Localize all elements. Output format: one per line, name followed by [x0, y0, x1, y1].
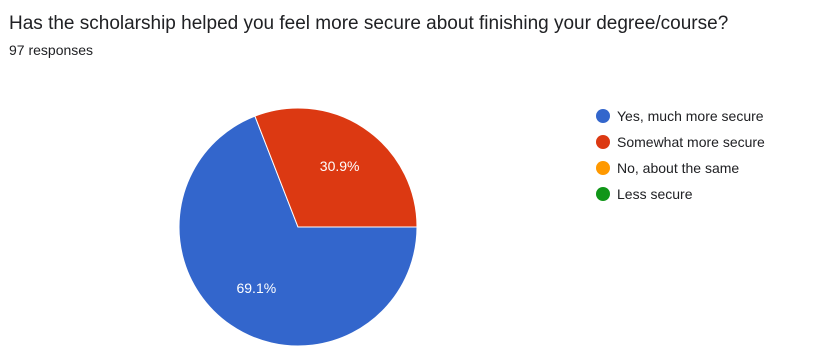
legend-label: No, about the same [617, 160, 740, 176]
legend-swatch-no [596, 161, 610, 175]
legend-label: Yes, much more secure [617, 108, 764, 124]
legend-swatch-somewhat [596, 135, 610, 149]
pie-slice-0[interactable] [178, 115, 418, 347]
pie-data-label-0: 69.1% [236, 280, 276, 296]
pie-labels: 69.1% 30.9% [236, 158, 359, 296]
pie-slice-1[interactable] [254, 107, 418, 228]
legend-item-yes-much-more-secure[interactable]: Yes, much more secure [596, 103, 765, 129]
pie-data-label-1: 30.9% [320, 158, 360, 174]
legend-swatch-yes [596, 109, 610, 123]
legend-label: Somewhat more secure [617, 134, 765, 150]
chart-legend: Yes, much more secure Somewhat more secu… [596, 103, 765, 207]
legend-label: Less secure [617, 186, 693, 202]
pie-slices [178, 107, 418, 347]
question-title: Has the scholarship helped you feel more… [9, 13, 729, 34]
legend-item-no-about-the-same[interactable]: No, about the same [596, 155, 765, 181]
legend-item-less-secure[interactable]: Less secure [596, 181, 765, 207]
response-count: 97 responses [9, 42, 94, 58]
legend-item-somewhat-more-secure[interactable]: Somewhat more secure [596, 129, 765, 155]
legend-swatch-less [596, 187, 610, 201]
